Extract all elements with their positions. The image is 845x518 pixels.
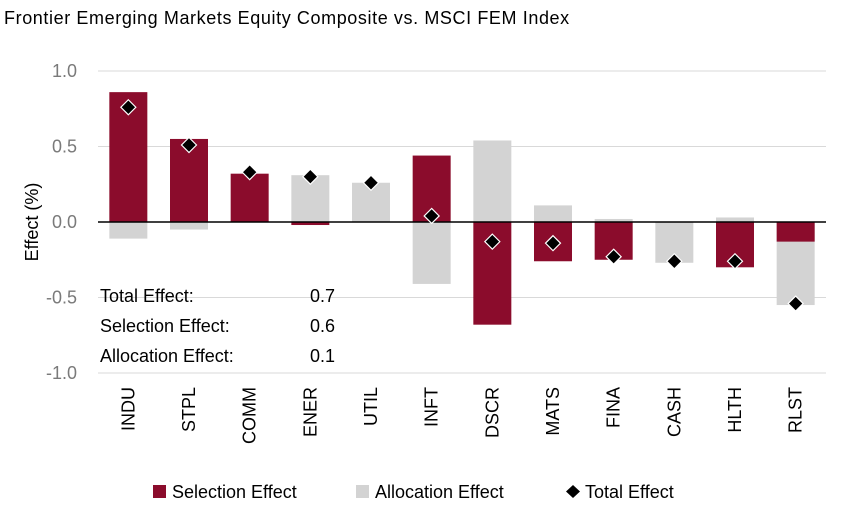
total-effect-marker <box>605 248 623 266</box>
x-category-label: MATS <box>543 387 563 436</box>
x-category-label: DSCR <box>482 387 502 438</box>
allocation-bar <box>412 222 451 284</box>
allocation-bar <box>109 222 148 239</box>
total-effect-markers <box>119 98 805 312</box>
summary-total-value: 0.7 <box>310 286 335 306</box>
selection-bar <box>291 222 330 226</box>
x-category-label: STPL <box>179 387 199 432</box>
y-tick-label: 0.0 <box>52 212 77 232</box>
total-effect-marker <box>119 98 137 116</box>
x-category-label: COMM <box>240 387 260 444</box>
legend-total-marker <box>566 485 580 498</box>
y-tick-label: 1.0 <box>52 61 77 81</box>
total-effect-marker <box>544 234 562 252</box>
total-effect-marker <box>726 252 744 270</box>
selection-bar <box>776 222 815 242</box>
x-category-label: CASH <box>664 387 684 437</box>
x-category-label: FINA <box>604 387 624 428</box>
summary-allocation-value: 0.1 <box>310 346 335 366</box>
summary-box: Total Effect: 0.7 Selection Effect: 0.6 … <box>100 286 335 366</box>
legend-allocation-label: Allocation Effect <box>375 482 504 502</box>
total-effect-marker <box>483 233 501 250</box>
gridlines <box>98 70 826 374</box>
x-category-label: ENER <box>300 387 320 437</box>
y-tick-label: -1.0 <box>46 363 77 383</box>
y-axis-ticks: 1.0 0.5 0.0 -0.5 -1.0 <box>46 61 77 383</box>
summary-allocation-label: Allocation Effect: <box>100 346 234 366</box>
total-effect-marker <box>180 136 198 154</box>
summary-selection-value: 0.6 <box>310 316 335 336</box>
y-axis-label: Effect (%) <box>22 183 42 262</box>
allocation-bar <box>594 218 633 222</box>
legend-allocation-swatch <box>356 485 369 498</box>
legend: Selection Effect Allocation Effect Total… <box>153 482 674 502</box>
chart-title: Frontier Emerging Markets Equity Composi… <box>4 8 570 28</box>
allocation-bar <box>170 222 208 230</box>
legend-selection-label: Selection Effect <box>172 482 297 502</box>
total-effect-marker <box>423 207 441 225</box>
summary-total-label: Total Effect: <box>100 286 194 306</box>
legend-selection-swatch <box>153 485 166 498</box>
y-tick-label: 0.5 <box>52 137 77 157</box>
legend-total-label: Total Effect <box>585 482 674 502</box>
selection-bar <box>230 173 269 222</box>
allocation-bar <box>534 205 572 222</box>
allocation-bar <box>473 140 512 222</box>
y-tick-label: -0.5 <box>46 288 77 308</box>
selection-bars <box>109 92 815 325</box>
summary-selection-label: Selection Effect: <box>100 316 230 336</box>
total-effect-marker <box>241 163 259 181</box>
x-category-label: INDU <box>118 387 138 431</box>
x-category-label: HLTH <box>725 387 745 433</box>
allocation-bars <box>109 140 815 306</box>
x-category-label: RLST <box>786 387 806 433</box>
x-category-label: INFT <box>422 387 442 427</box>
total-effect-marker <box>362 174 380 192</box>
total-effect-marker <box>787 295 805 312</box>
total-effect-marker <box>665 252 683 270</box>
x-category-label: UTIL <box>361 387 381 426</box>
allocation-bar <box>716 217 754 222</box>
x-axis-categories: INDU STPL COMM ENER UTIL INFT DSCR MATS FINA CASH… <box>118 387 805 444</box>
total-effect-marker <box>301 168 319 186</box>
